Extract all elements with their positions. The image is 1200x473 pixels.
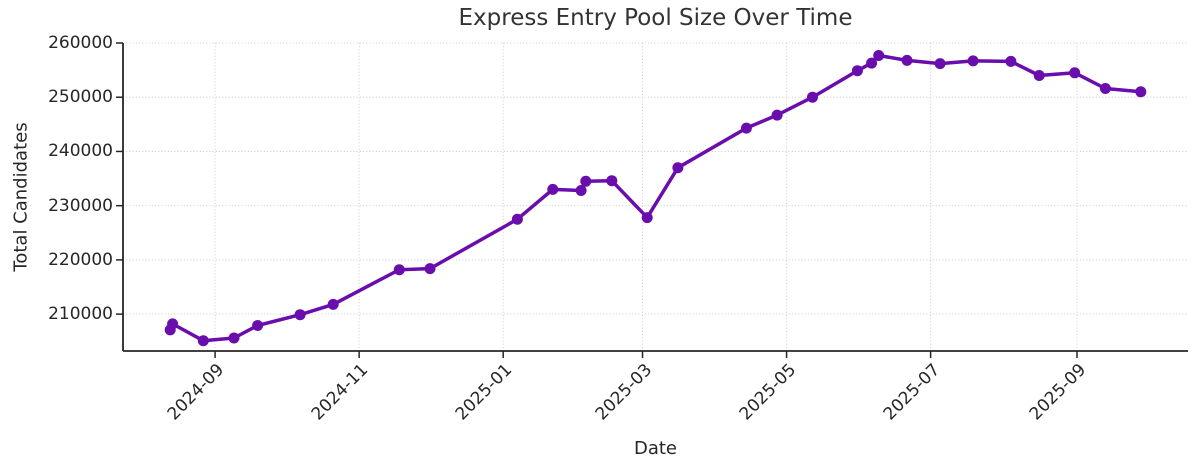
y-tick-label: 220000	[48, 249, 113, 270]
data-point	[901, 54, 913, 66]
data-point	[807, 91, 818, 103]
data-point	[327, 298, 339, 310]
data-point	[228, 332, 240, 344]
data-point	[1005, 55, 1017, 67]
data-point	[511, 213, 523, 225]
data-point	[393, 264, 405, 276]
data-point	[740, 122, 752, 134]
data-point	[851, 65, 863, 77]
data-point	[547, 183, 559, 195]
data-point	[1099, 83, 1111, 94]
data-point	[197, 335, 209, 347]
data-point	[575, 185, 587, 196]
data-point	[641, 212, 653, 224]
data-point	[873, 50, 885, 61]
data-point	[294, 309, 306, 321]
y-tick-label: 260000	[48, 33, 113, 53]
data-point	[252, 320, 264, 331]
x-axis-label: Date	[633, 438, 678, 459]
data-point	[1135, 86, 1147, 98]
data-point	[580, 175, 592, 187]
data-point	[1069, 67, 1081, 79]
y-tick-label: 250000	[48, 87, 113, 108]
data-point	[866, 57, 878, 69]
y-tick-label: 230000	[48, 195, 113, 216]
data-point	[934, 58, 946, 70]
data-point	[771, 109, 783, 121]
data-point	[967, 55, 979, 67]
y-tick-label: 210000	[48, 304, 113, 325]
y-tick-label: 240000	[48, 141, 113, 162]
data-point	[424, 263, 436, 275]
data-point	[672, 162, 684, 174]
chart-title: Express Entry Pool Size Over Time	[458, 5, 853, 31]
pool-size-line	[168, 53, 1143, 343]
data-point	[606, 175, 618, 187]
data-point	[167, 318, 179, 330]
data-point	[1033, 70, 1045, 81]
